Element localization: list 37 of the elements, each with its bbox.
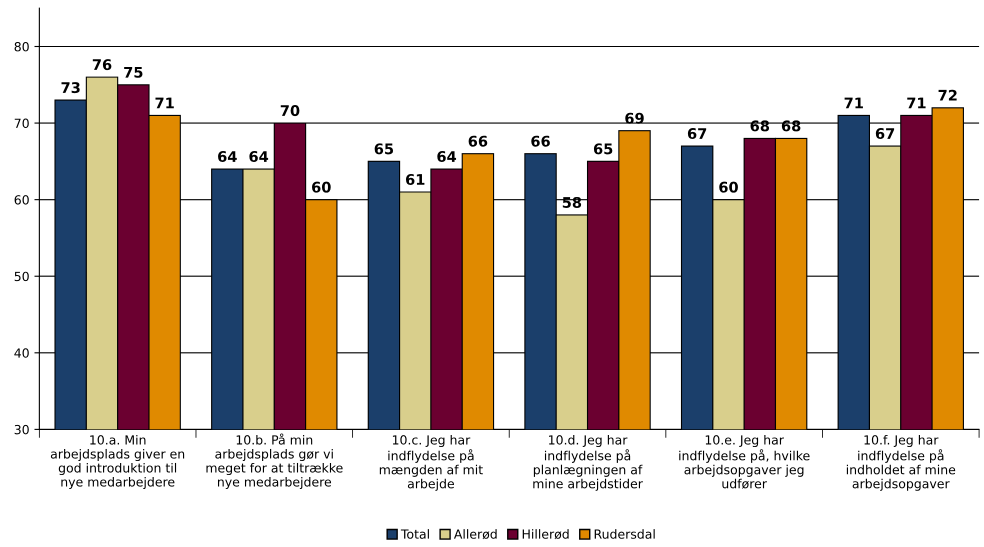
data-label: 60 xyxy=(719,182,738,193)
data-label: 72 xyxy=(938,90,957,101)
y-tick-label: 30 xyxy=(14,424,29,434)
legend-label: Allerød xyxy=(454,529,497,540)
data-label: 71 xyxy=(844,98,863,108)
data-label: 65 xyxy=(594,143,612,154)
y-tick-label: 70 xyxy=(14,118,29,128)
data-label: 75 xyxy=(124,66,142,78)
data-label: 58 xyxy=(562,196,582,208)
data-label: 67 xyxy=(688,128,706,140)
y-tick-label: 80 xyxy=(14,42,29,52)
data-label: 64 xyxy=(218,151,237,162)
data-label: 66 xyxy=(468,136,488,147)
data-label: 70 xyxy=(280,105,300,116)
data-label: 60 xyxy=(312,182,331,193)
data-label: 64 xyxy=(437,151,456,162)
data-label: 66 xyxy=(531,136,550,147)
data-label: 65 xyxy=(374,143,394,154)
data-label: 71 xyxy=(155,98,174,108)
x-tick-label: 10.e. Jeg har indflydelse på, hvilke arbejdsopgaver jeg udfører xyxy=(679,434,810,489)
y-tick-label: 40 xyxy=(14,348,29,358)
data-label: 73 xyxy=(62,82,80,94)
legend-label: Hillerød xyxy=(522,529,569,540)
legend-label: Total xyxy=(400,529,429,539)
data-label: 71 xyxy=(907,98,926,108)
x-tick-label: 10.c. Jeg har indflydelse på mængden af mit arbejde xyxy=(380,434,483,491)
data-label: 76 xyxy=(92,59,112,70)
data-label: 61 xyxy=(406,174,424,186)
y-tick-label: 50 xyxy=(14,272,29,282)
y-tick-label: 60 xyxy=(14,195,29,205)
data-label: 64 xyxy=(249,151,268,162)
legend-label: Rudersdal xyxy=(594,529,655,539)
data-label: 67 xyxy=(876,128,894,140)
x-tick-label: 10.d. Jeg har indflydelse på planlægningen af mine arbejdstider xyxy=(533,434,643,491)
x-tick-label: 10.f. Jeg har indflydelse på indholdet af mine arbejdsopgaver xyxy=(846,434,956,491)
x-tick-label: 10.a. Min arbejdsplads giver en god introduktion til nye medarbejdere xyxy=(50,434,184,490)
x-tick-label: 10.b. På min arbejdsplads gør vi meget for at tiltrække nye medarbejdere xyxy=(206,433,343,490)
